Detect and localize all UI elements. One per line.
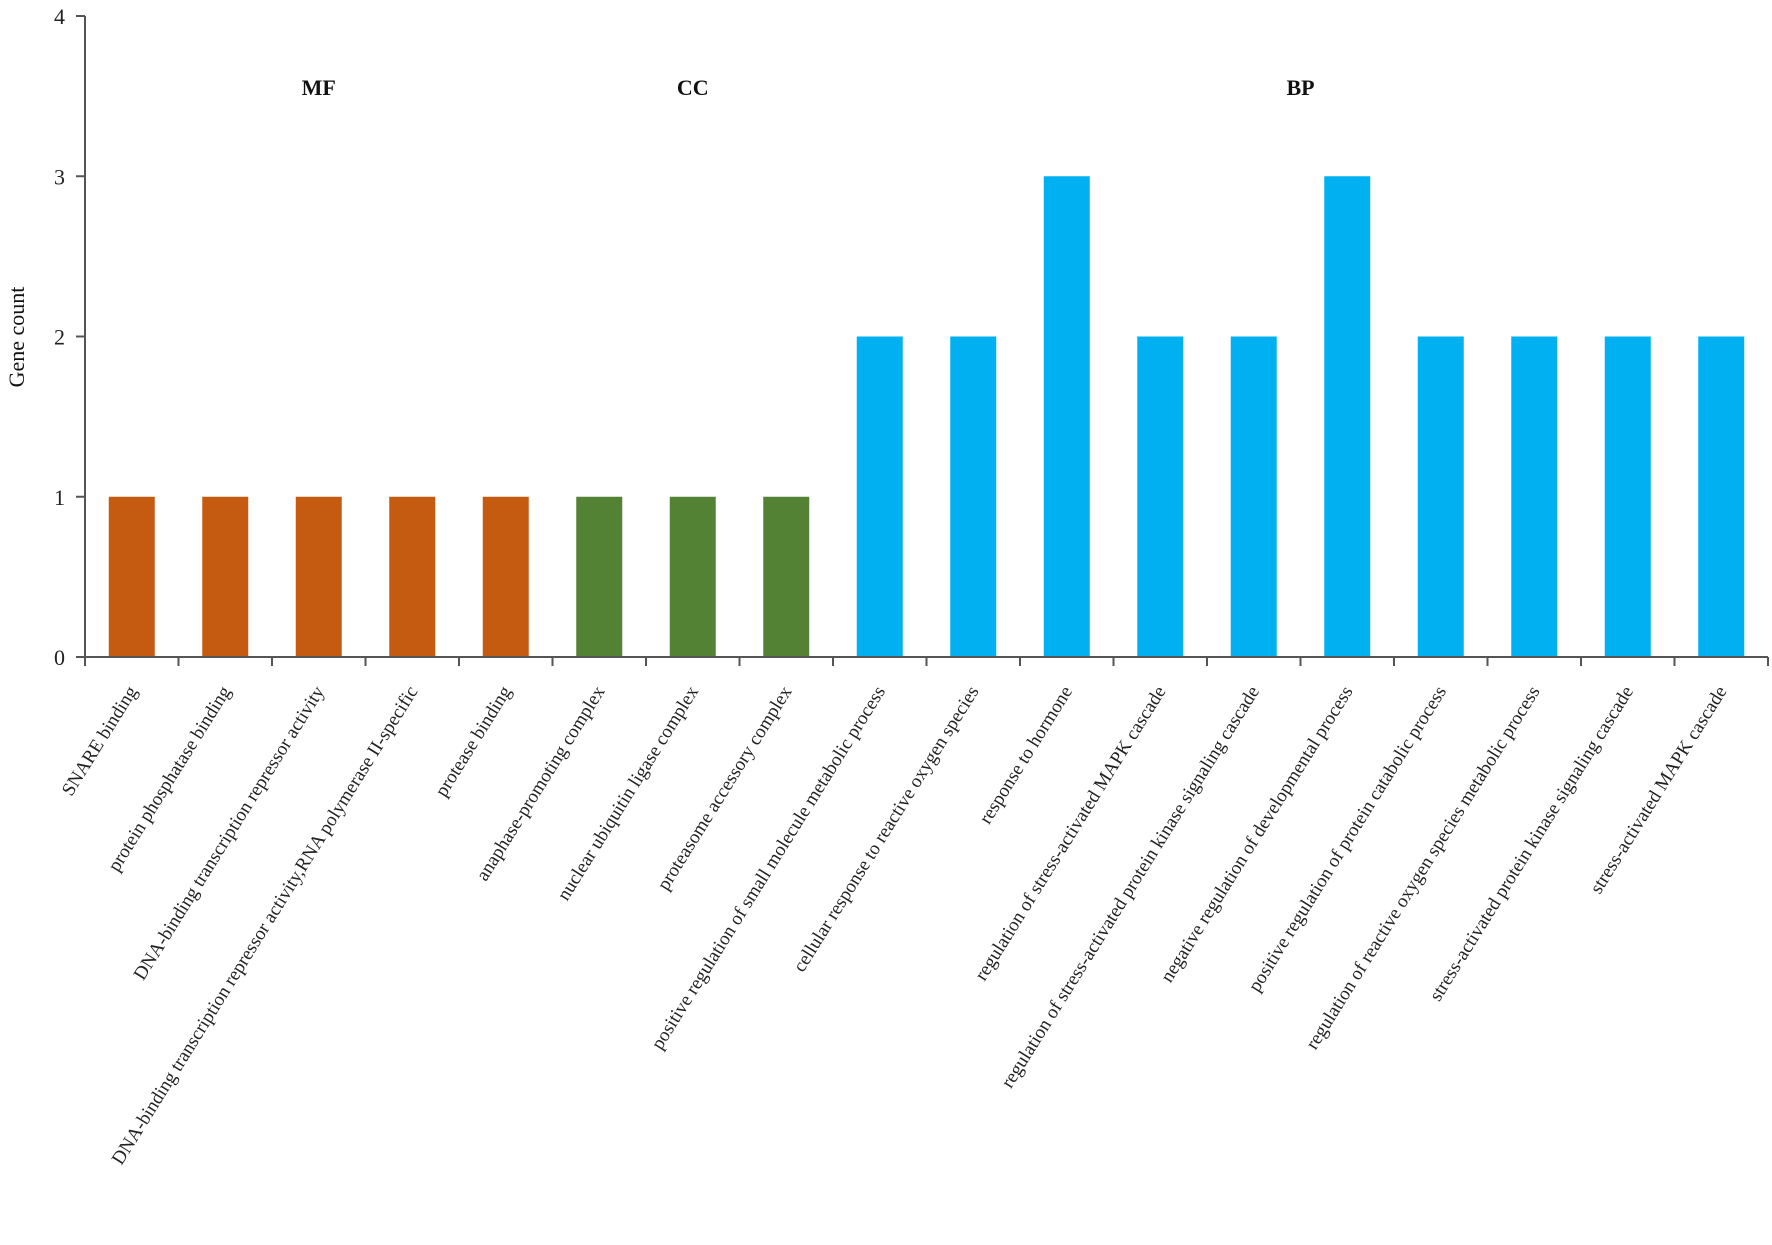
bar (1511, 336, 1558, 657)
bar (482, 496, 529, 657)
bar (1698, 336, 1745, 657)
x-tick-label: stress-activated protein kinase signalin… (1426, 683, 1638, 1006)
bar (1604, 336, 1651, 657)
x-tick-label: DNA-binding transcription repressor acti… (130, 682, 330, 984)
y-axis-label: Gene count (4, 287, 29, 388)
x-tick-label: negative regulation of developmental pro… (1157, 683, 1358, 987)
bar (295, 496, 342, 657)
group-label-cc: CC (677, 75, 709, 100)
x-tick-label: SNARE binding (58, 682, 142, 800)
bar (1137, 336, 1184, 657)
bar (669, 496, 716, 657)
group-label-bp: BP (1286, 75, 1314, 100)
y-tick-label: 3 (54, 164, 65, 189)
x-tick-label: cellular response to reactive oxygen spe… (789, 683, 983, 976)
bar (202, 496, 249, 657)
bar (1417, 336, 1464, 657)
x-tick-label: protease binding (431, 682, 516, 800)
y-tick-label: 2 (54, 325, 65, 350)
bar (108, 496, 155, 657)
y-tick-label: 4 (54, 4, 65, 29)
y-tick-label: 1 (54, 485, 65, 510)
bar (856, 336, 903, 657)
bar (950, 336, 997, 657)
bar (1043, 176, 1090, 657)
y-tick-label: 0 (54, 645, 65, 670)
x-tick-label: response to hormone (975, 683, 1077, 828)
bar (1230, 336, 1277, 657)
bar (576, 496, 623, 657)
x-tick-label: positive regulation of protein catabolic… (1244, 683, 1451, 996)
group-label-mf: MF (302, 75, 336, 100)
x-tick-label: regulation of stress-activated MAPK casc… (971, 683, 1171, 985)
bar (1324, 176, 1371, 657)
bar (763, 496, 810, 657)
bar (389, 496, 436, 657)
